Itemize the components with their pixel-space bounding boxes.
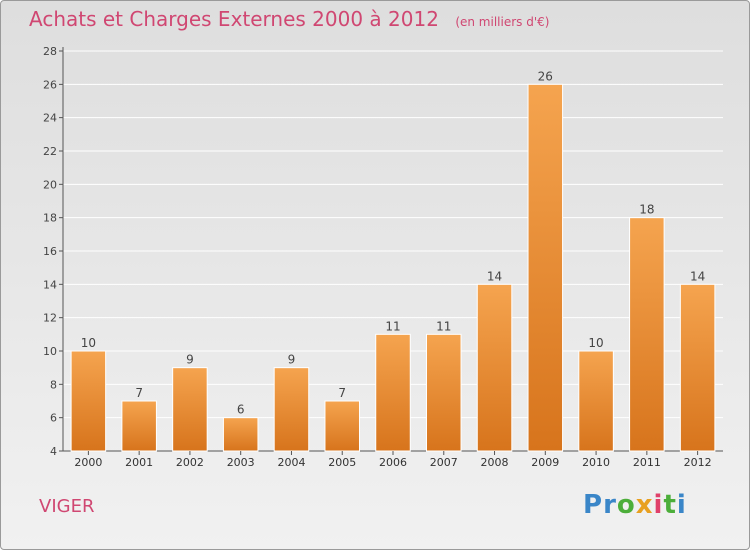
x-tick-label: 2005	[328, 456, 356, 469]
bar	[121, 400, 157, 452]
bar-value-label: 14	[690, 269, 705, 283]
x-tick-label: 2010	[582, 456, 610, 469]
bar	[273, 367, 310, 452]
x-tick-label: 2002	[176, 456, 204, 469]
bar	[578, 350, 614, 452]
y-tick-label: 10	[43, 345, 57, 358]
bar	[222, 417, 259, 452]
bar	[324, 400, 360, 452]
bar	[70, 350, 107, 452]
bar-value-label: 26	[538, 69, 553, 83]
x-tick-label: 2008	[481, 456, 509, 469]
chart-title-main: Achats et Charges Externes 2000 à 2012	[29, 7, 439, 31]
bar-value-label: 11	[436, 319, 451, 333]
x-tick-label: 2006	[379, 456, 407, 469]
bar	[375, 333, 411, 452]
y-tick-label: 26	[43, 78, 57, 91]
bar-value-label: 14	[487, 269, 502, 283]
x-tick-label: 2003	[227, 456, 255, 469]
logo-letter: i	[676, 490, 687, 520]
bar-value-label: 11	[385, 319, 400, 333]
x-tick-label: 2012	[684, 456, 712, 469]
y-tick-label: 16	[43, 245, 57, 258]
y-tick-label: 24	[43, 112, 57, 125]
y-tick-label: 8	[50, 378, 57, 391]
y-tick-label: 6	[50, 412, 57, 425]
bar	[172, 367, 208, 452]
bar-value-label: 18	[639, 203, 654, 217]
entity-name: VIGER	[39, 496, 95, 517]
logo-letter: i	[653, 490, 664, 520]
y-tick-label: 20	[43, 178, 57, 191]
y-tick-label: 12	[43, 312, 57, 325]
x-tick-label: 2011	[633, 456, 661, 469]
y-tick-label: 14	[43, 278, 57, 291]
bar	[426, 333, 462, 452]
bar	[476, 283, 513, 452]
y-tick-label: 4	[50, 445, 57, 458]
bar-value-label: 10	[588, 336, 603, 350]
logo-letter: P	[583, 490, 604, 520]
chart-subtitle: (en milliers d'€)	[455, 15, 550, 29]
x-tick-label: 2001	[125, 456, 153, 469]
x-tick-label: 2009	[531, 456, 559, 469]
logo-letter: r	[603, 490, 617, 520]
bar-value-label: 7	[135, 386, 143, 400]
x-tick-label: 2004	[277, 456, 305, 469]
bar	[527, 83, 564, 452]
bar-value-label: 9	[186, 353, 194, 367]
bar-value-label: 10	[81, 336, 96, 350]
chart-title: Achats et Charges Externes 2000 à 2012 (…	[29, 7, 549, 31]
logo-letter: o	[616, 490, 636, 520]
bar	[679, 283, 716, 452]
x-tick-label: 2007	[430, 456, 458, 469]
bar-value-label: 7	[338, 386, 346, 400]
bar-value-label: 9	[288, 353, 296, 367]
y-tick-label: 18	[43, 212, 57, 225]
logo-letter: t	[663, 490, 677, 520]
proxiti-logo: Proxiti	[583, 490, 687, 520]
y-tick-label: 22	[43, 145, 57, 158]
bar	[629, 217, 665, 452]
x-tick-label: 2000	[74, 456, 102, 469]
bar-value-label: 6	[237, 403, 245, 417]
logo-letter: x	[635, 490, 654, 520]
y-tick-label: 28	[43, 45, 57, 58]
